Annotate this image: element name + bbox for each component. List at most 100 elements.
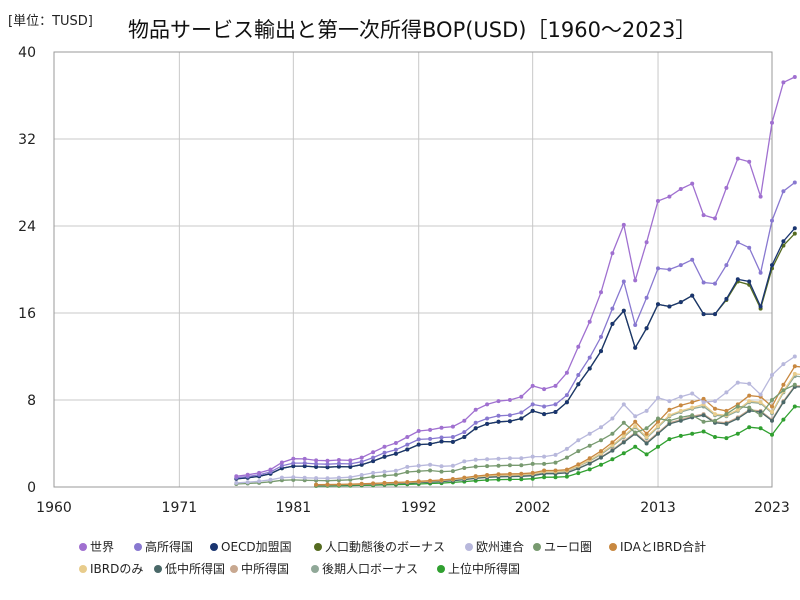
series-line <box>236 181 796 479</box>
data-point <box>633 414 638 419</box>
data-point <box>621 430 626 435</box>
data-point <box>678 263 683 268</box>
data-point <box>336 464 341 469</box>
data-point <box>599 449 603 454</box>
data-point <box>770 120 774 125</box>
data-point <box>735 277 740 282</box>
series-line <box>236 233 796 480</box>
data-point <box>713 418 717 423</box>
data-point <box>405 480 410 484</box>
legend-marker <box>609 543 617 551</box>
data-point <box>553 410 558 414</box>
data-point <box>747 245 752 250</box>
data-point <box>667 194 672 199</box>
data-point <box>713 399 717 404</box>
legend-label: IBRDのみ <box>90 562 143 576</box>
data-point <box>587 467 592 472</box>
data-point <box>690 181 695 186</box>
data-point <box>428 468 433 473</box>
legend-marker <box>533 543 541 551</box>
data-point <box>371 474 376 479</box>
data-point <box>792 354 797 359</box>
data-point <box>633 345 638 350</box>
data-point <box>439 478 444 482</box>
data-point <box>314 458 319 463</box>
data-point <box>279 475 284 480</box>
data-point <box>416 479 421 484</box>
data-point <box>530 408 535 413</box>
data-point <box>644 431 649 436</box>
data-point <box>724 263 729 268</box>
data-point <box>792 364 797 369</box>
data-point <box>747 425 752 430</box>
data-point <box>507 471 512 476</box>
data-point <box>564 400 569 405</box>
data-point <box>610 321 615 326</box>
data-point <box>735 416 740 421</box>
data-point <box>496 463 501 468</box>
data-point <box>439 469 444 474</box>
data-point <box>530 402 535 407</box>
x-tick-label: 2023 <box>754 500 790 516</box>
legend-marker <box>437 565 445 573</box>
data-point <box>450 439 455 444</box>
data-point <box>564 370 569 375</box>
data-point <box>758 413 763 418</box>
data-point <box>656 419 660 424</box>
legend-marker <box>465 543 473 551</box>
legend-label: 欧州連合 <box>476 539 524 554</box>
data-point <box>770 410 774 414</box>
data-point <box>747 408 752 413</box>
data-point <box>336 475 341 480</box>
data-point <box>633 444 638 449</box>
series-ユーロ圏 <box>234 382 797 486</box>
data-point <box>336 458 341 462</box>
unit-label: [単位：TUSD] <box>8 14 93 29</box>
data-point <box>599 425 603 430</box>
data-point <box>496 399 501 404</box>
y-tick-label: 16 <box>18 306 36 322</box>
series-line <box>316 373 800 486</box>
data-point <box>667 399 672 404</box>
data-point <box>644 452 649 457</box>
legend-label: 高所得国 <box>145 539 193 554</box>
data-point <box>747 159 752 164</box>
legend-label: 中所得国 <box>241 561 289 576</box>
data-point <box>678 433 683 438</box>
data-point <box>724 412 729 417</box>
data-point <box>633 419 638 424</box>
data-point <box>724 296 729 301</box>
y-tick-label: 8 <box>27 393 36 409</box>
data-point <box>530 454 535 459</box>
data-point <box>713 412 717 417</box>
data-point <box>690 257 695 262</box>
data-point <box>336 482 341 487</box>
data-point <box>291 456 296 461</box>
legend-marker <box>79 565 87 573</box>
data-point <box>553 402 558 407</box>
data-point <box>633 323 638 327</box>
data-point <box>416 437 421 442</box>
data-point <box>667 421 672 426</box>
x-tick-label: 2013 <box>640 500 676 516</box>
data-point <box>359 459 364 464</box>
data-point <box>553 460 558 465</box>
data-point <box>644 326 649 331</box>
data-point <box>758 400 763 405</box>
data-point <box>507 398 512 402</box>
legend-label: 世界 <box>90 540 114 554</box>
data-point <box>405 447 410 452</box>
data-point <box>678 300 683 305</box>
data-point <box>302 464 307 469</box>
data-point <box>621 440 626 445</box>
y-tick-label: 24 <box>18 219 36 235</box>
data-point <box>314 464 319 469</box>
data-point <box>792 382 797 387</box>
data-point <box>359 473 364 477</box>
data-point <box>348 461 353 466</box>
data-point <box>701 429 706 434</box>
legend-marker <box>79 543 87 551</box>
data-point <box>610 431 615 436</box>
data-point <box>428 442 433 446</box>
data-point <box>701 419 706 424</box>
